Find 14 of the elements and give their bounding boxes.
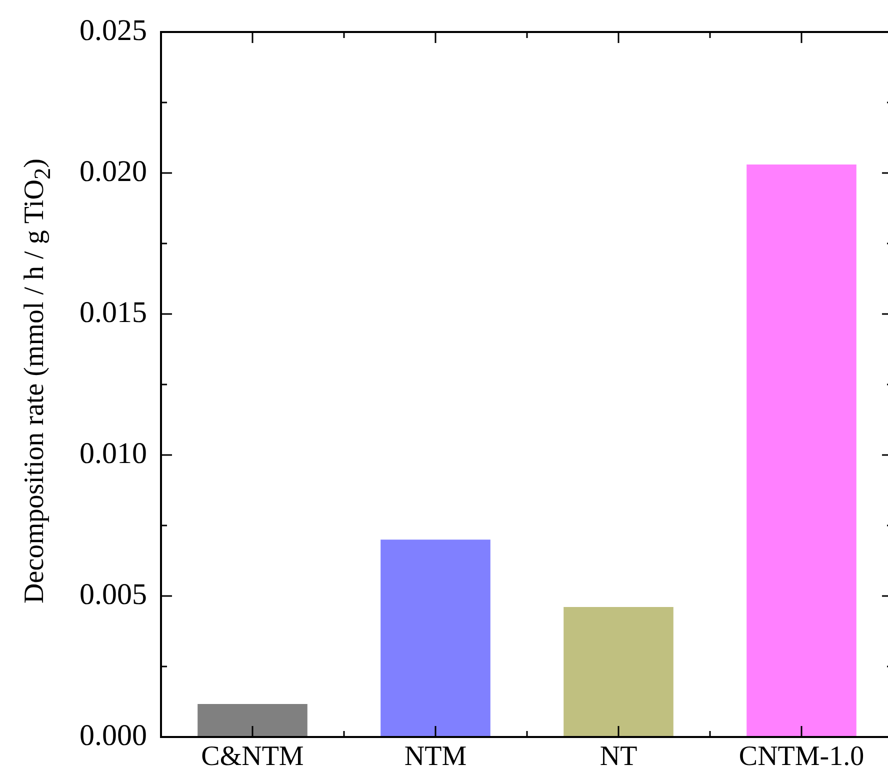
x-tick-label: NTM (404, 741, 467, 772)
bar (746, 164, 856, 737)
bar (564, 607, 674, 737)
x-tick-label: CNTM-1.0 (738, 741, 864, 772)
y-tick-label: 0.015 (80, 296, 147, 329)
y-tick-label: 0.010 (80, 436, 147, 470)
y-tick-label: 0.005 (80, 578, 147, 611)
x-tick-label: NT (600, 741, 638, 772)
y-tick-label: 0.025 (80, 14, 147, 47)
bar (198, 704, 308, 737)
bar (380, 540, 490, 737)
x-tick-label: C&NTM (201, 741, 304, 772)
y-tick-label: 0.020 (80, 154, 147, 188)
y-tick-label: 0.000 (80, 718, 147, 752)
